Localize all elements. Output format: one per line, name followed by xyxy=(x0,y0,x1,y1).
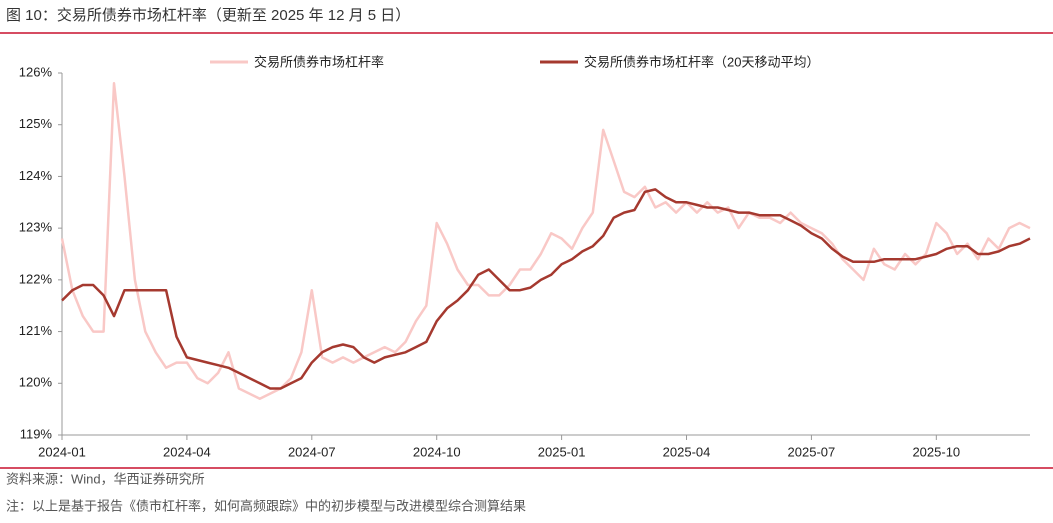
y-tick-label: 120% xyxy=(19,375,53,390)
legend-label: 交易所债券市场杠杆率 xyxy=(254,54,384,69)
y-tick-label: 124% xyxy=(19,168,53,183)
series-line xyxy=(61,188,1031,390)
x-tick-label: 2024-01 xyxy=(38,444,86,459)
x-tick-label: 2024-10 xyxy=(413,444,461,459)
x-tick-label: 2025-01 xyxy=(538,444,586,459)
chart-title: 图 10：交易所债券市场杠杆率（更新至 2025 年 12 月 5 日） xyxy=(6,6,410,24)
series-line xyxy=(60,82,1031,401)
y-tick-label: 122% xyxy=(19,271,53,286)
y-tick-label: 119% xyxy=(20,426,53,441)
y-tick-label: 125% xyxy=(19,116,53,131)
x-tick-label: 2025-04 xyxy=(663,444,711,459)
x-tick-label: 2024-04 xyxy=(163,444,211,459)
x-tick-label: 2024-07 xyxy=(288,444,336,459)
source: 资料来源：Wind，华西证券研究所 xyxy=(6,471,205,486)
x-tick-label: 2025-07 xyxy=(788,444,836,459)
legend-label: 交易所债券市场杠杆率（20天移动平均） xyxy=(584,54,819,69)
note: 注：以上是基于报告《债市杠杆率，如何高频跟踪》中的初步模型与改进模型综合测算结果 xyxy=(6,498,526,513)
y-tick-label: 121% xyxy=(19,323,53,338)
x-tick-label: 2025-10 xyxy=(912,444,960,459)
y-tick-label: 126% xyxy=(19,64,53,79)
y-tick-label: 123% xyxy=(19,220,53,235)
